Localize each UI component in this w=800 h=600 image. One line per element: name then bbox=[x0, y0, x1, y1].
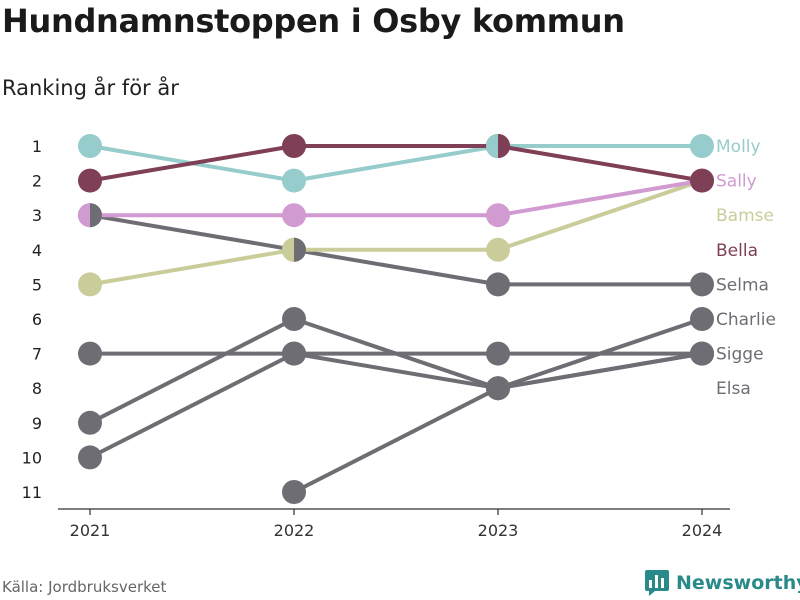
series-label-molly: Molly bbox=[716, 137, 761, 157]
series-line-selma bbox=[88, 213, 704, 287]
series-markers bbox=[78, 134, 714, 504]
bump-chart: 2021 2022 2023 2024 1 2 3 4 5 6 7 8 9 10 11 Molly Sally… bbox=[22, 134, 776, 540]
y-tick-label: 3 bbox=[32, 206, 42, 225]
series-line-bamse bbox=[88, 178, 704, 287]
series-lines bbox=[88, 144, 704, 494]
source-note: Källa: Jordbruksverket bbox=[2, 578, 167, 596]
y-tick-label: 1 bbox=[32, 137, 42, 156]
y-tick-label: 8 bbox=[32, 379, 42, 398]
data-point-bella bbox=[78, 168, 102, 193]
data-point-unnamed bbox=[282, 480, 306, 504]
end-labels: Molly Sally Bamse Bella Selma Charlie Sigge Els… bbox=[716, 137, 776, 399]
series-label-sally: Sally bbox=[716, 172, 757, 192]
split-marker-right bbox=[294, 237, 306, 262]
split-marker-left bbox=[486, 134, 498, 158]
series-label-bella: Bella bbox=[716, 241, 758, 261]
series-line-unnamed bbox=[292, 351, 704, 494]
y-tick-label: 7 bbox=[32, 345, 42, 364]
series-label-selma: Selma bbox=[716, 275, 769, 295]
data-point-unnamed bbox=[690, 341, 714, 366]
y-tick-label: 5 bbox=[32, 275, 42, 294]
brand-logo[interactable]: Newsworthy bbox=[645, 570, 800, 596]
y-tick-label: 10 bbox=[22, 448, 42, 467]
data-point-sally bbox=[486, 203, 510, 228]
data-point-selma bbox=[486, 272, 510, 297]
y-tick-label: 4 bbox=[32, 241, 42, 260]
data-point-charlie bbox=[78, 410, 102, 435]
x-tick-label: 2022 bbox=[274, 521, 315, 540]
data-point-charlie bbox=[690, 307, 714, 331]
series-line-sally bbox=[88, 178, 704, 218]
data-point-molly bbox=[282, 168, 306, 193]
split-marker-left bbox=[282, 237, 294, 262]
data-point-elsa bbox=[282, 341, 306, 366]
data-point-bella bbox=[282, 134, 306, 158]
y-tick-label: 6 bbox=[32, 310, 42, 329]
data-point-unnamed bbox=[486, 376, 510, 401]
split-marker-left bbox=[78, 203, 90, 228]
y-tick-label: 9 bbox=[32, 414, 42, 433]
data-point-bella bbox=[690, 168, 714, 193]
x-tick-label: 2024 bbox=[682, 521, 723, 540]
data-point-sigge bbox=[486, 341, 510, 366]
data-point-selma bbox=[690, 272, 714, 297]
series-line-bella bbox=[88, 144, 704, 183]
series-label-elsa: Elsa bbox=[716, 379, 751, 399]
split-marker-right bbox=[498, 134, 510, 158]
data-point-charlie bbox=[282, 307, 306, 331]
series-label-sigge: Sigge bbox=[716, 345, 764, 365]
axes: 2021 2022 2023 2024 1 2 3 4 5 6 7 8 9 10 11 bbox=[22, 137, 730, 540]
newsworthy-logo-icon bbox=[645, 570, 669, 596]
split-marker-right bbox=[90, 203, 102, 228]
data-point-bamse bbox=[486, 237, 510, 262]
series-label-charlie: Charlie bbox=[716, 310, 776, 330]
data-point-sally bbox=[282, 203, 306, 228]
data-point-elsa bbox=[78, 445, 102, 470]
chart-title: Hundnamnstoppen i Osby kommun bbox=[2, 2, 625, 40]
data-point-sigge bbox=[78, 341, 102, 366]
chart-subtitle: Ranking år för år bbox=[2, 76, 179, 100]
brand-name: Newsworthy bbox=[676, 572, 800, 594]
x-tick-label: 2021 bbox=[70, 521, 111, 540]
x-tick-label: 2023 bbox=[478, 521, 519, 540]
data-point-molly bbox=[690, 134, 714, 158]
data-point-bamse bbox=[78, 272, 102, 297]
data-point-molly bbox=[78, 134, 102, 158]
y-tick-label: 2 bbox=[32, 172, 42, 191]
series-label-bamse: Bamse bbox=[716, 206, 774, 226]
y-tick-label: 11 bbox=[22, 483, 42, 502]
